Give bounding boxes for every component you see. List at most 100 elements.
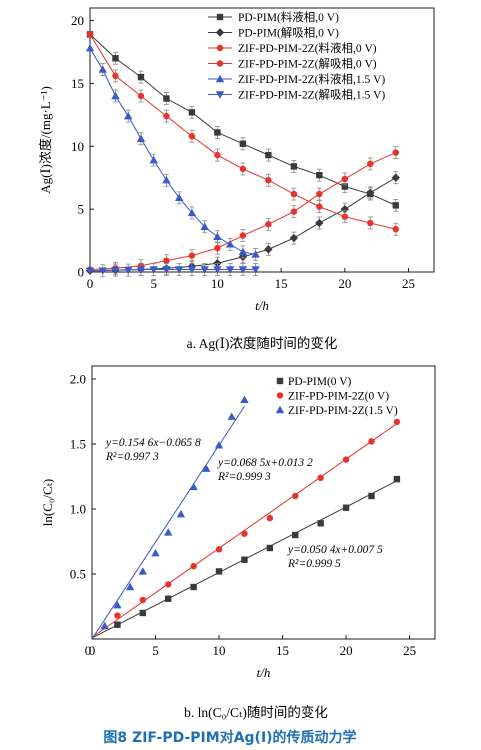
data-point: [225, 266, 235, 274]
data-point: [392, 149, 399, 156]
series-line: [89, 47, 256, 255]
data-point: [240, 395, 249, 403]
data-point: [188, 133, 196, 140]
x-tick-label: 0: [89, 643, 96, 658]
legend-marker: [216, 13, 224, 21]
fit-r2: R²=0.999 5: [287, 558, 341, 570]
data-point: [188, 109, 196, 116]
data-point: [239, 165, 247, 173]
legend-label: ZIF-PD-PIM-2Z(料液相,0 V): [238, 41, 377, 55]
series-4: [85, 44, 260, 261]
data-point: [124, 266, 133, 275]
legend-marker: [216, 60, 224, 67]
data-point: [112, 72, 119, 80]
data-point: [241, 556, 248, 563]
legend-marker: [275, 405, 285, 414]
data-point: [214, 244, 221, 252]
data-point: [163, 112, 170, 120]
data-point: [214, 151, 221, 159]
data-point: [341, 183, 349, 190]
data-point: [265, 221, 272, 228]
data-point: [165, 581, 172, 588]
data-point: [200, 266, 209, 274]
data-point: [366, 188, 375, 197]
data-point: [292, 531, 299, 539]
chart-b-caption: b. ln(C₀/Cₜ)随时间的变化: [184, 705, 328, 720]
data-point: [188, 252, 196, 259]
legend-marker: [215, 74, 225, 83]
y-tick-label: 15: [71, 76, 84, 91]
y-tick-label: 1.5: [70, 437, 86, 452]
data-point: [367, 160, 374, 168]
y-tick-label: 1.0: [70, 502, 86, 517]
data-point: [163, 95, 170, 102]
data-point: [162, 176, 171, 184]
chart-a: a. Ag(Ⅰ)浓度随时间的变化 0 5 10 15 20 25 0 5 10 15 20 t/h Ag…: [38, 7, 435, 351]
x-tick-label: 20: [340, 643, 353, 658]
x-axis-label: t/h: [255, 298, 269, 313]
x-tick-label: 20: [338, 276, 351, 291]
legend-label: PD-PIM(0 V): [288, 376, 352, 388]
data-point: [162, 266, 171, 274]
data-point: [214, 129, 221, 136]
data-point: [342, 456, 350, 463]
data-point: [139, 596, 147, 604]
series-5: [85, 263, 260, 278]
data-point: [367, 219, 374, 227]
series-2: [86, 31, 399, 236]
data-point: [227, 412, 236, 420]
data-point: [215, 568, 223, 575]
data-point: [151, 549, 160, 557]
data-point: [264, 245, 273, 254]
data-point: [316, 172, 323, 179]
data-point: [238, 247, 248, 256]
y-tick-label: 20: [71, 13, 84, 28]
data-point: [315, 218, 324, 228]
data-point: [239, 140, 247, 147]
legend-marker: [276, 392, 284, 399]
y-tick-label: 5: [78, 202, 85, 217]
series-0: [91, 475, 401, 639]
legend-marker: [215, 28, 225, 37]
data-point: [241, 530, 248, 537]
data-point: [213, 266, 222, 274]
data-point: [98, 65, 107, 73]
data-point: [316, 190, 323, 198]
data-point: [200, 222, 209, 230]
data-point: [138, 567, 148, 575]
data-point: [85, 44, 95, 52]
data-point: [202, 464, 211, 472]
data-point: [113, 601, 122, 609]
chart-a-caption: a. Ag(Ⅰ)浓度随时间的变化: [187, 336, 338, 351]
data-point: [98, 267, 107, 275]
data-point: [317, 520, 324, 527]
data-point: [265, 177, 272, 184]
data-point: [149, 155, 158, 164]
data-point: [251, 250, 260, 258]
data-point: [176, 510, 186, 518]
data-point: [190, 563, 197, 570]
data-point: [125, 582, 135, 591]
legend-label: ZIF-PD-PIM-2Z(解吸相,0 V): [238, 57, 377, 71]
data-point: [392, 226, 399, 233]
data-point: [392, 202, 399, 209]
data-point: [163, 257, 170, 264]
data-point: [214, 441, 224, 449]
data-point: [164, 528, 173, 536]
fit-equation: y=0.068 5x+0.013 2: [217, 457, 313, 469]
data-point: [85, 267, 95, 275]
data-point: [215, 546, 223, 553]
x-tick-label: 15: [276, 643, 289, 658]
data-point: [317, 474, 324, 481]
data-point: [290, 163, 298, 170]
legend-label: ZIF-PD-PIM-2Z(解吸相,1.5 V): [238, 88, 385, 102]
data-point: [136, 266, 146, 274]
data-point: [213, 232, 222, 240]
data-point: [266, 514, 274, 522]
x-tick-label: 25: [403, 643, 416, 658]
figure-caption: 图8 ZIF-PD-PIM对Ag(Ⅰ)的传质动力学: [103, 729, 356, 746]
data-point: [368, 438, 375, 445]
data-point: [111, 91, 120, 100]
x-axis-label: t/h: [257, 665, 271, 680]
